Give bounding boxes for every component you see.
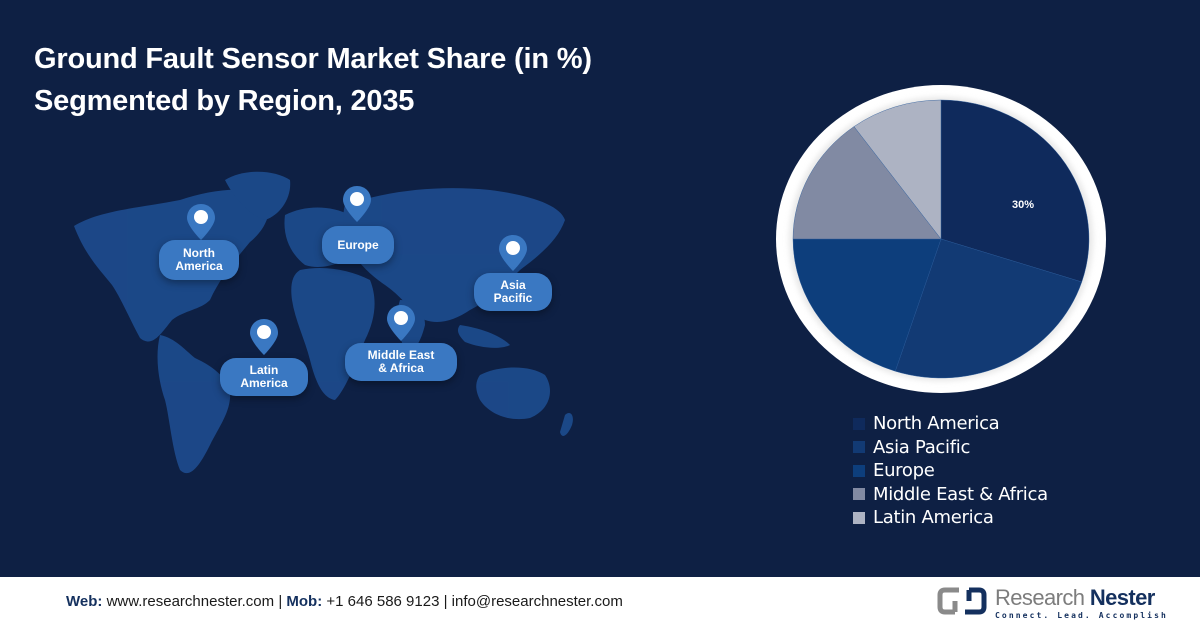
- contact-info: Web: www.researchnester.com | Mob: +1 64…: [66, 593, 623, 610]
- pie-slice-europe: [792, 238, 942, 372]
- footer: Web: www.researchnester.com | Mob: +1 64…: [0, 577, 1200, 628]
- pie-slice-asia-pacific: [895, 238, 1083, 379]
- research-nester-logo[interactable]: Research Nester Connect. Lead. Accomplis…: [937, 587, 1168, 620]
- map-pin-middle-east-africa[interactable]: [385, 303, 417, 343]
- map-pin-north-america[interactable]: [185, 202, 217, 242]
- legend-item-middle-east-africa: Middle East & Africa: [853, 483, 1048, 507]
- separator: |: [278, 593, 283, 610]
- legend-item-north-america: North America: [853, 412, 1048, 436]
- map-pin-asia-pacific[interactable]: [497, 233, 529, 273]
- map-pin-europe[interactable]: [341, 184, 373, 224]
- map-label-europe[interactable]: Europe: [322, 226, 394, 264]
- page-title: Ground Fault Sensor Market Share (in %) …: [34, 38, 592, 122]
- map-label-middle-east-africa[interactable]: Middle East & Africa: [345, 343, 457, 381]
- map-label-north-america[interactable]: North America: [159, 240, 239, 280]
- title-line-2: Segmented by Region, 2035: [34, 85, 415, 117]
- legend-swatch: [853, 441, 865, 454]
- pie-slice-north-america: [940, 99, 1090, 283]
- legend-item-europe: Europe: [853, 459, 1048, 483]
- mobile-label: Mob:: [286, 593, 323, 610]
- pie-slices: [792, 99, 1090, 379]
- legend-swatch: [853, 417, 865, 430]
- legend-swatch: [853, 464, 865, 477]
- pie-slice-middle-east-africa: [792, 126, 942, 240]
- logo-mark-icon: [937, 587, 987, 615]
- infographic-canvas: Ground Fault Sensor Market Share (in %) …: [0, 0, 1200, 577]
- web-label: Web:: [66, 593, 103, 610]
- pie-chart: 30%: [776, 85, 1106, 395]
- legend-swatch: [853, 511, 865, 524]
- chart-legend: North America Asia Pacific Europe Middle…: [853, 412, 1048, 530]
- map-pin-latin-america[interactable]: [248, 317, 280, 357]
- web-link[interactable]: www.researchnester.com: [106, 593, 275, 610]
- location-pin-icon: [387, 305, 415, 341]
- world-map: [60, 160, 740, 540]
- location-pin-icon: [187, 204, 215, 240]
- logo-name-1: Research: [995, 585, 1085, 610]
- map-label-latin-america[interactable]: Latin America: [220, 358, 308, 396]
- legend-item-latin-america: Latin America: [853, 506, 1048, 530]
- logo-name-2: Nester: [1089, 585, 1155, 610]
- slice-label-north-america: 30%: [1012, 199, 1034, 211]
- email-link[interactable]: info@researchnester.com: [451, 593, 623, 610]
- pie-chart-graphic: 30%: [776, 85, 1106, 393]
- world-map-graphic: [74, 171, 573, 474]
- location-pin-icon: [250, 319, 278, 355]
- title-line-1: Ground Fault Sensor Market Share (in %): [34, 43, 592, 75]
- legend-swatch: [853, 488, 865, 501]
- mobile-number[interactable]: +1 646 586 9123: [326, 593, 440, 610]
- pie-slice-latin-america: [853, 99, 942, 240]
- separator: |: [443, 593, 448, 610]
- legend-item-asia-pacific: Asia Pacific: [853, 436, 1048, 460]
- location-pin-icon: [499, 235, 527, 271]
- map-label-asia-pacific[interactable]: Asia Pacific: [474, 273, 552, 311]
- logo-tagline: Connect. Lead. Accomplish: [995, 611, 1168, 620]
- location-pin-icon: [343, 186, 371, 222]
